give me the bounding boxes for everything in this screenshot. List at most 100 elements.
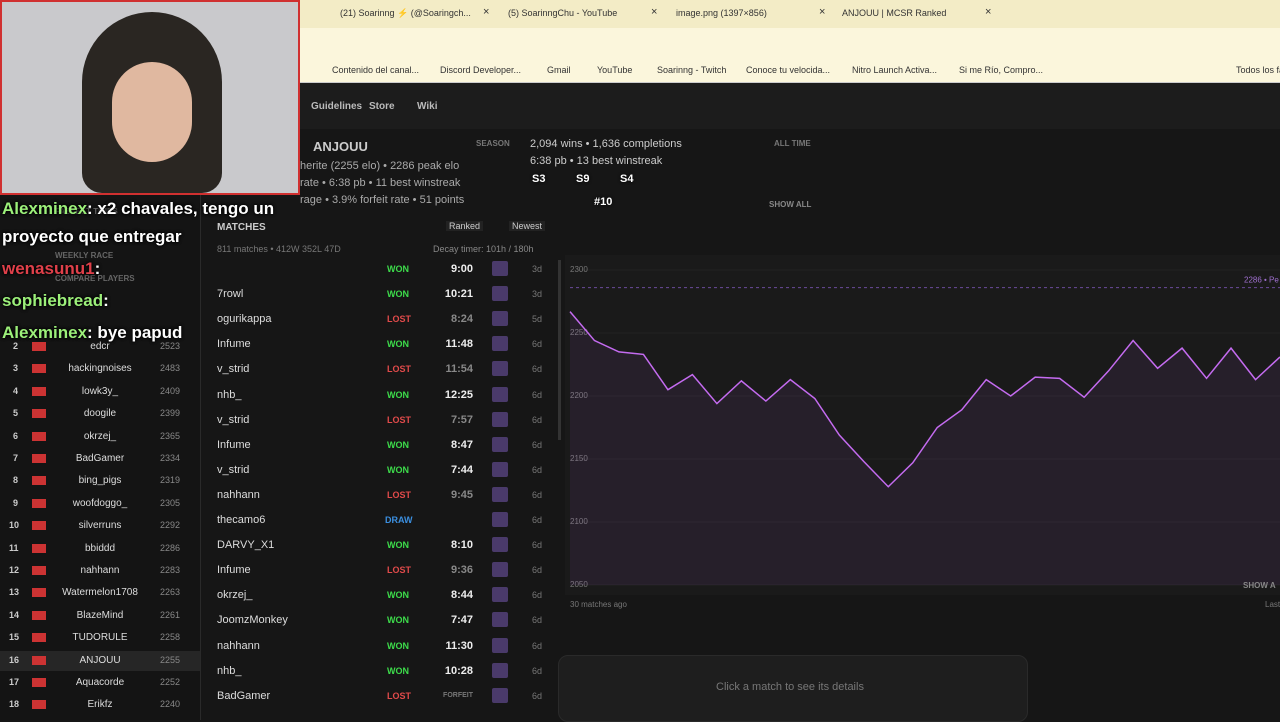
- alltime-label: ALL TIME: [774, 139, 811, 148]
- flag: [32, 588, 46, 598]
- rank: 7: [13, 453, 19, 463]
- filter[interactable]: Ranked: [446, 221, 484, 231]
- result: WON: [387, 339, 409, 350]
- bookmark[interactable]: YouTube: [597, 65, 633, 75]
- chat-overlay: Alexminex: x2 chavales, tengo un proyect…: [2, 195, 302, 345]
- player[interactable]: TUDORULE: [72, 632, 128, 644]
- match-row[interactable]: v_strid LOST 7:57 6d: [210, 410, 555, 432]
- match-summary: 811 matches • 412W 352L 47D: [217, 244, 341, 254]
- tab-close[interactable]: ×: [651, 6, 658, 18]
- alltime-stat: 2,094 wins • 1,636 completions: [530, 138, 682, 150]
- match-row[interactable]: Infume WON 8:47 6d: [210, 435, 555, 457]
- sidebar-link[interactable]: COMPARE PLAYERS: [55, 274, 135, 283]
- bookmark[interactable]: Todos los fa: [1236, 65, 1280, 75]
- seed-icon: [492, 687, 508, 703]
- show-all[interactable]: SHOW ALL: [769, 200, 812, 209]
- flag: [32, 521, 46, 531]
- match-row[interactable]: nhb_ WON 12:25 6d: [210, 385, 555, 407]
- player-name: ANJOUU: [313, 139, 368, 154]
- bookmark[interactable]: Nitro Launch Activa...: [852, 65, 938, 75]
- seed-icon: [492, 662, 508, 678]
- browser-tab[interactable]: image.png (1397×856): [676, 8, 767, 18]
- match-row[interactable]: DARVY_X1 WON 8:10 6d: [210, 535, 555, 557]
- sidebar-link[interactable]: FASTEST TIMES: [55, 207, 118, 216]
- flag: [32, 678, 46, 687]
- age: 6d: [532, 389, 543, 400]
- result: LOST: [387, 364, 411, 375]
- player[interactable]: Watermelon1708: [62, 587, 138, 599]
- seed-icon: [492, 311, 508, 327]
- elo: 2483: [160, 363, 181, 374]
- tab-close[interactable]: ×: [819, 6, 826, 18]
- match-row[interactable]: v_strid LOST 11:54 6d: [210, 359, 555, 381]
- match-row[interactable]: okrzej_ WON 8:44 6d: [210, 585, 555, 607]
- match-time: 12:25: [444, 388, 473, 401]
- bookmark[interactable]: Si me Río, Compro...: [959, 65, 1044, 75]
- match-row[interactable]: JoomzMonkey WON 7:47 6d: [210, 610, 555, 632]
- result: WON: [387, 665, 409, 676]
- flag: [32, 342, 46, 351]
- player[interactable]: hackingnoises: [68, 363, 132, 375]
- alltime-stat: 6:38 pb • 13 best winstreak: [530, 155, 663, 167]
- player[interactable]: BlazeMind: [76, 609, 124, 621]
- player[interactable]: woofdoggo_: [72, 497, 128, 509]
- filter[interactable]: Newest: [509, 221, 546, 231]
- player[interactable]: ANJOUU: [79, 654, 121, 666]
- rank: 8: [13, 475, 19, 486]
- match-row[interactable]: nhb_ WON 10:28 6d: [210, 661, 555, 683]
- result: LOST: [387, 414, 411, 425]
- chat-text: : x2 chavales, tengo un proyecto que ent…: [2, 199, 275, 246]
- player[interactable]: bbiddd: [84, 542, 116, 554]
- sidebar-link[interactable]: WEEKLY RACE: [55, 251, 114, 260]
- tab-close[interactable]: ×: [483, 6, 490, 18]
- result: LOST: [387, 690, 411, 701]
- player[interactable]: edcr: [90, 341, 110, 352]
- player[interactable]: BadGamer: [75, 453, 125, 464]
- rank: 17: [9, 677, 20, 687]
- details-panel: [558, 655, 1028, 722]
- player[interactable]: Aquacorde: [75, 677, 125, 688]
- elo: 2286: [160, 542, 181, 553]
- match-row[interactable]: Infume LOST 9:36 6d: [210, 560, 555, 582]
- player[interactable]: nahhann: [80, 565, 120, 576]
- seed-icon: [492, 361, 508, 377]
- bookmark[interactable]: Soarinng - Twitch: [657, 65, 727, 75]
- seed-icon: [492, 637, 508, 653]
- bookmark[interactable]: Conoce tu velocida...: [746, 65, 831, 75]
- matches-title: MATCHES: [217, 222, 266, 233]
- elo: 2240: [160, 699, 181, 710]
- bookmark[interactable]: Gmail: [547, 65, 571, 75]
- chat-message: wenasunu1:: [2, 255, 302, 283]
- elo: 2255: [160, 654, 181, 665]
- player[interactable]: okrzej_: [83, 430, 117, 442]
- browser-tab[interactable]: ANJOUU | MCSR Ranked: [842, 8, 947, 18]
- player[interactable]: silverruns: [78, 520, 122, 532]
- match-row[interactable]: thecamo6 DRAW 6d: [210, 510, 555, 532]
- bookmark[interactable]: Contenido del canal...: [332, 65, 420, 75]
- player[interactable]: bing_pigs: [78, 475, 122, 487]
- age: 6d: [532, 515, 543, 525]
- bookmark[interactable]: Discord Developer...: [440, 65, 522, 75]
- nav-link[interactable]: Wiki: [417, 101, 438, 112]
- browser-tab[interactable]: (21) Soarinng ⚡ (@Soaringch...: [340, 8, 471, 18]
- browser-tab[interactable]: (5) SoarinngChu - YouTube: [508, 8, 618, 18]
- chat-user: sophiebread: [2, 291, 104, 310]
- tab-close[interactable]: ×: [985, 6, 992, 18]
- player[interactable]: lowk3y_: [81, 385, 119, 397]
- player[interactable]: doogile: [83, 408, 117, 420]
- season-stat: rage • 3.9% forfeit rate • 51 points: [300, 194, 465, 206]
- match-row[interactable]: WON 9:00 3d: [210, 259, 555, 281]
- nav-link[interactable]: Guidelines: [311, 101, 363, 112]
- player[interactable]: Erikfz: [87, 699, 113, 711]
- match-row[interactable]: Infume WON 11:48 6d: [210, 334, 555, 356]
- match-row[interactable]: ogurikappa LOST 8:24 5d: [210, 309, 555, 331]
- nav-link[interactable]: Store: [369, 101, 395, 112]
- result: WON: [387, 464, 409, 475]
- match-row[interactable]: nahhann LOST 9:45 6d: [210, 485, 555, 507]
- opponent: JoomzMonkey: [217, 614, 288, 627]
- opponent: v_strid: [217, 463, 250, 476]
- match-row[interactable]: BadGamer LOST FORFEIT 6d: [210, 686, 555, 708]
- match-row[interactable]: nahhann WON 11:30 6d: [210, 636, 555, 658]
- match-row[interactable]: v_strid WON 7:44 6d: [210, 460, 555, 482]
- match-row[interactable]: 7rowl WON 10:21 3d: [210, 284, 555, 306]
